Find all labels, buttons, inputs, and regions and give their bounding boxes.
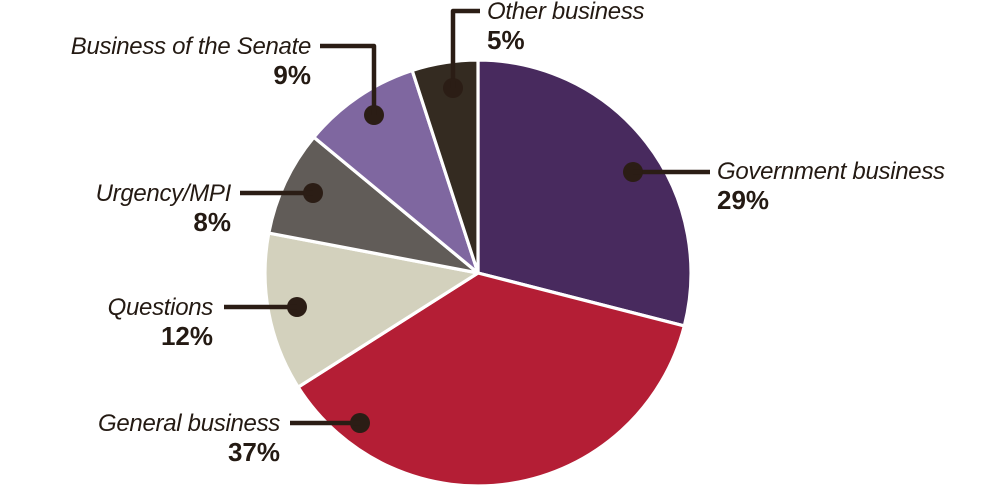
slice-name: Business of the Senate [70,33,312,60]
pie-slice-government-business [476,58,693,328]
slice-percent: 5% [487,25,525,55]
slice-name: Government business [717,158,945,185]
slice-percent: 37% [227,437,280,467]
pie-slice-questions [263,231,480,389]
label-general-business: General business 37% [98,410,280,466]
pie-slice-urgency-mpi [267,135,480,275]
slice-percent: 9% [273,60,311,90]
slice-name: Questions [107,294,214,321]
label-questions: Questions 12% [107,294,214,351]
leader-line [450,8,480,81]
label-urgency-mpi: Urgency/MPI 8% [95,180,232,237]
slice-percent: 8% [193,207,231,237]
slice-name: Urgency/MPI [95,180,232,207]
pie-slice-business-of-the-senate [312,68,480,275]
label-other-business: Other business 5% [487,0,645,55]
leader-line [320,43,377,108]
slice-percent: 12% [160,321,213,351]
slice-percent: 29% [717,185,770,215]
label-business-of-the-senate: Business of the Senate 9% [70,33,312,90]
pie-slice-other-business [410,58,480,275]
slice-name: General business [98,410,280,437]
slice-name: Other business [487,0,645,25]
label-government-business: Government business 29% [717,158,945,214]
